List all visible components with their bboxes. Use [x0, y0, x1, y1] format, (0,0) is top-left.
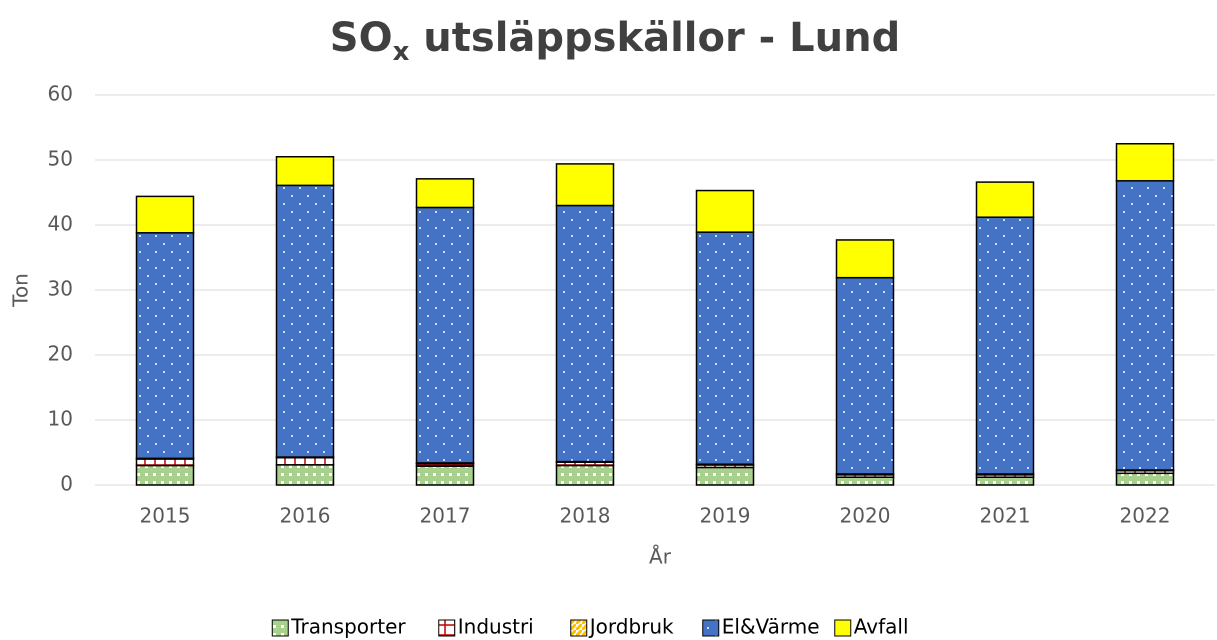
legend-swatch — [271, 619, 289, 637]
x-axis-label: År — [649, 545, 672, 569]
legend-label: Transporter — [290, 615, 406, 639]
bar-segment — [975, 181, 1035, 218]
legend-label: Avfall — [854, 615, 909, 639]
bar-segment — [695, 189, 755, 233]
y-tick-label: 60 — [48, 82, 73, 106]
bar-segment — [835, 276, 895, 475]
y-tick-label: 50 — [48, 147, 73, 171]
bar-segment — [415, 178, 475, 209]
y-tick-label: 0 — [60, 472, 73, 496]
bar-segment — [555, 163, 615, 207]
legend-swatch — [702, 619, 720, 637]
bar-segment — [835, 239, 895, 279]
bar-segment — [1115, 143, 1175, 182]
y-tick-label: 10 — [48, 407, 73, 431]
legend-label: Industri — [458, 615, 534, 639]
bar-segment — [975, 476, 1035, 486]
x-tick-label: 2022 — [1120, 504, 1171, 528]
bar-segment — [695, 231, 755, 465]
legend-swatch — [834, 619, 852, 637]
y-axis-label: Ton — [9, 273, 33, 308]
x-tick-label: 2016 — [280, 504, 331, 528]
bar-segment — [975, 216, 1035, 475]
bar-segment — [275, 464, 335, 486]
bar-segment — [1115, 180, 1175, 471]
bar-segment — [275, 456, 335, 466]
y-tick-label: 40 — [48, 212, 73, 236]
bar-segment — [275, 184, 335, 458]
bar-segment — [415, 465, 475, 486]
legend-label: Jordbruk — [588, 615, 674, 639]
bar-segment — [555, 204, 615, 463]
bar-segment — [555, 464, 615, 486]
legend-swatch — [570, 619, 588, 637]
legend-swatch — [438, 619, 456, 637]
bar-segment — [275, 156, 335, 187]
y-tick-label: 20 — [48, 342, 73, 366]
bar-segment — [135, 195, 195, 234]
x-tick-label: 2019 — [700, 504, 751, 528]
y-tick-label: 30 — [48, 277, 73, 301]
bar-segment — [695, 466, 755, 486]
x-tick-label: 2015 — [140, 504, 191, 528]
x-tick-label: 2018 — [560, 504, 611, 528]
bar-segment — [1115, 472, 1175, 486]
legend-label: El&Värme — [722, 615, 820, 639]
bar-segment — [135, 458, 195, 467]
bar-segment — [135, 464, 195, 486]
x-tick-label: 2021 — [980, 504, 1031, 528]
bar-segment — [415, 206, 475, 464]
x-tick-label: 2017 — [420, 504, 471, 528]
x-tick-label: 2020 — [840, 504, 891, 528]
chart-title: SOx utsläppskällor - Lund — [330, 15, 900, 67]
bar-segment — [135, 232, 195, 460]
bar-segment — [835, 476, 895, 486]
